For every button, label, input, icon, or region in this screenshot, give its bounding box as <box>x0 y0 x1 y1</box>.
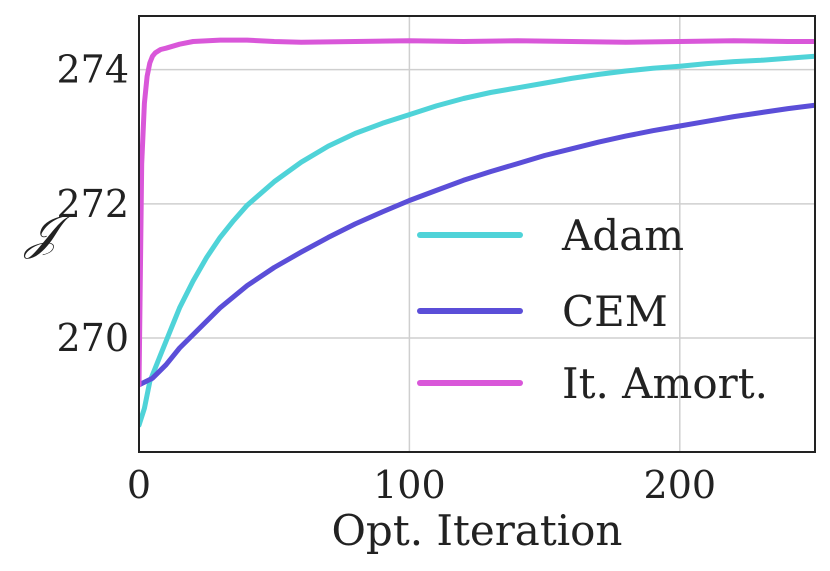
legend-label-adam: Adam <box>561 211 684 260</box>
y-tick-label: 272 <box>56 182 129 226</box>
y-tick-labels: 270 272 274 <box>56 48 129 360</box>
plot-frame <box>138 15 816 453</box>
x-axis-label: Opt. Iteration <box>332 506 623 555</box>
x-tick-label: 100 <box>373 463 446 507</box>
legend: Adam CEM It. Amort. <box>417 211 768 408</box>
series-line-cem <box>139 102 815 388</box>
legend-label-cem: CEM <box>562 287 668 336</box>
x-tick-label: 200 <box>644 463 717 507</box>
series-line-adam <box>139 53 815 428</box>
series-line-it-amort <box>139 37 815 388</box>
legend-label-it-amort: It. Amort. <box>562 359 768 408</box>
y-tick-label: 270 <box>56 316 129 360</box>
x-tick-label: 0 <box>127 463 151 507</box>
x-tick-labels: 0 100 200 <box>127 463 716 507</box>
series-lines <box>139 37 815 428</box>
y-tick-label: 274 <box>56 48 129 92</box>
